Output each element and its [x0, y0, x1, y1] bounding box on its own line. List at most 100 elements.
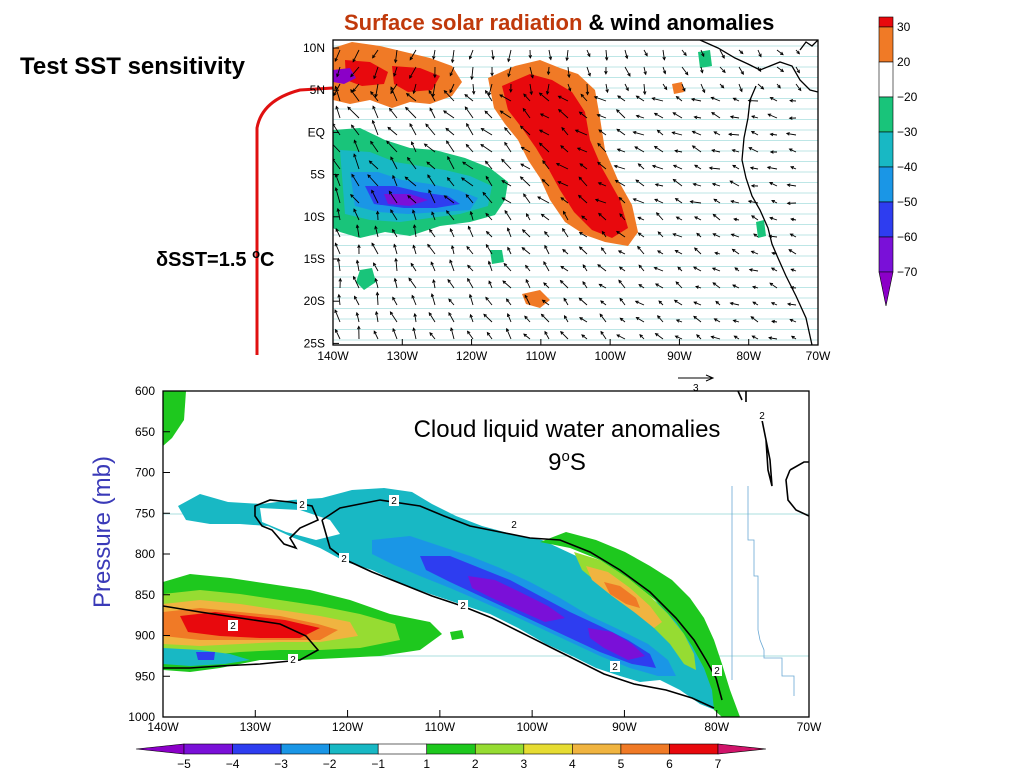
wind-vector [395, 258, 398, 272]
top-map-title: Surface solar radiation & wind anomalies [344, 10, 774, 35]
wind-vector-head [739, 50, 744, 55]
wind-vector [582, 281, 588, 289]
colorbar-label: −4 [226, 757, 240, 771]
wind-vector-head [389, 311, 394, 316]
wind-vector-head [638, 283, 643, 288]
wind-vector [598, 213, 607, 221]
wind-vector-head [567, 74, 571, 79]
wind-vector-head [471, 90, 476, 95]
wind-vector-head [449, 259, 453, 264]
wind-vector [480, 144, 493, 153]
wind-vector-head [484, 160, 489, 165]
contour-label: 2 [460, 601, 466, 612]
wind-vector [427, 244, 436, 255]
lat-tick-label: 20S [304, 294, 325, 308]
wind-vector-head [485, 243, 490, 248]
wind-vector [376, 292, 379, 306]
wind-vector-head [682, 87, 686, 92]
wind-vector [447, 279, 455, 289]
wind-vector-head [770, 267, 775, 271]
clw-negative-band-left-blue [196, 652, 215, 660]
pressure-tick-label: 700 [135, 466, 155, 480]
wind-vector [732, 284, 740, 289]
wind-vector [540, 113, 550, 119]
wind-vector [567, 66, 570, 78]
wind-vector [579, 246, 588, 255]
wind-vector [675, 281, 683, 289]
contour-label: 2 [230, 621, 236, 632]
wind-vector-head [390, 209, 394, 214]
wind-vector-head [731, 149, 736, 153]
wind-vector [748, 200, 759, 204]
wind-vector-head [788, 116, 793, 120]
clw-negative-band-main-purple2 [588, 628, 645, 660]
wind-vector-head [334, 242, 339, 247]
wind-vector [787, 303, 797, 306]
wind-vector [352, 49, 360, 62]
wind-vector-head [485, 89, 489, 94]
wind-vector [483, 314, 493, 323]
wind-vector-head [352, 275, 357, 280]
wind-vector [413, 327, 417, 340]
wind-vector-head [732, 319, 737, 323]
wind-vector-head [578, 246, 583, 250]
wind-vector [581, 215, 588, 221]
wind-vector [654, 267, 664, 272]
clw-positive-band-left-core [180, 612, 320, 638]
wind-vector-head [638, 264, 643, 269]
wind-vector [662, 49, 665, 60]
wind-vector-head [627, 72, 631, 77]
wind-vector [578, 297, 588, 306]
wind-vector [579, 317, 588, 323]
wind-vector-head [712, 213, 717, 218]
side-title: Test SST sensitivity [20, 53, 246, 80]
wind-vector [373, 330, 379, 340]
wind-vector-head [582, 281, 586, 285]
wind-vector [374, 226, 379, 238]
wind-vector-head [374, 310, 379, 315]
wind-vector-head [598, 283, 603, 288]
wind-vector [599, 283, 607, 289]
colorbar-label: −5 [177, 757, 191, 771]
wind-vector-head [598, 212, 602, 217]
wind-vector [464, 94, 474, 102]
wind-vector-head [747, 199, 752, 204]
wind-vector [693, 183, 702, 187]
wind-vector-head [543, 282, 547, 286]
wind-vector [558, 95, 569, 102]
lon-tick-label: 90W [612, 720, 637, 734]
wind-vector-head [525, 278, 529, 283]
wind-vector-head [555, 163, 560, 167]
wind-vector [655, 183, 664, 187]
wind-vector-head [790, 217, 795, 222]
wind-vector-head [618, 279, 622, 284]
wind-vector-head [541, 178, 546, 183]
wind-vector-head [673, 299, 678, 304]
wind-vector-head [499, 94, 503, 98]
wind-vector-head [574, 129, 579, 133]
wind-vector [488, 83, 493, 96]
wind-vector-head [671, 131, 676, 135]
wind-vector-head [499, 110, 504, 114]
wind-vector-head [428, 189, 432, 194]
wind-vector-head [561, 126, 565, 131]
wind-vector-head [538, 142, 543, 147]
wind-vector-head [557, 181, 562, 185]
wind-vector-head [616, 128, 621, 133]
wind-vector-head [710, 96, 715, 101]
wind-vector [393, 66, 398, 77]
pressure-tick-label: 650 [135, 425, 155, 439]
contour-label: 2 [759, 411, 765, 422]
wind-vector-head [521, 229, 526, 233]
wind-vector [654, 146, 664, 153]
wind-vector-head [506, 227, 511, 232]
colorbar-label: 30 [897, 20, 911, 34]
wind-vector-head [506, 313, 511, 317]
wind-vector-head [748, 147, 753, 151]
wind-vector-head [768, 336, 773, 340]
wind-vector [488, 261, 493, 272]
wind-vector-head [651, 164, 656, 169]
colorbar-label: −1 [371, 757, 385, 771]
wind-vector [338, 294, 341, 306]
wind-vector [428, 90, 436, 102]
